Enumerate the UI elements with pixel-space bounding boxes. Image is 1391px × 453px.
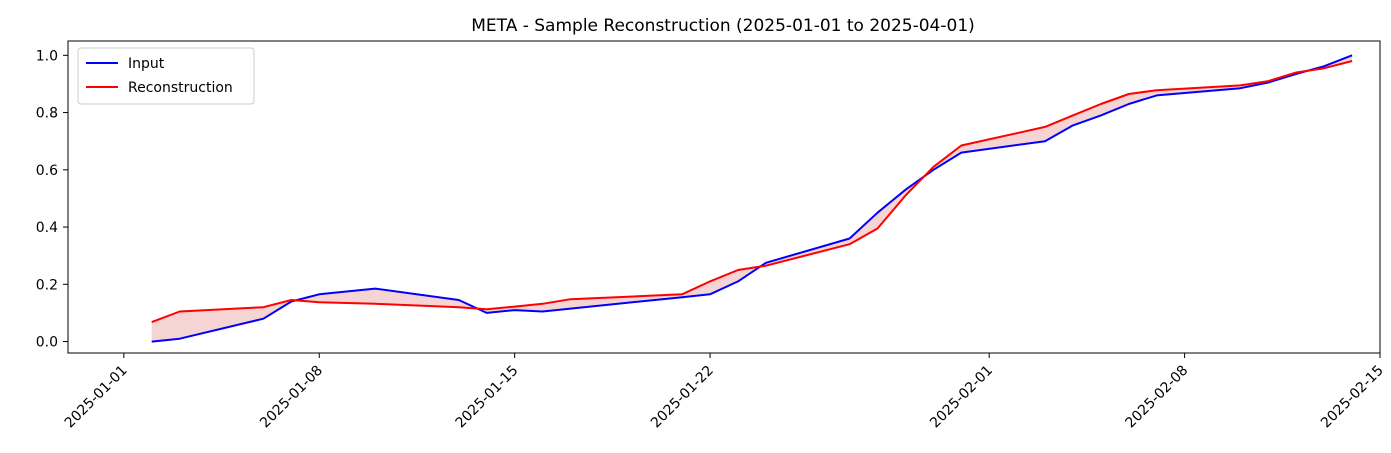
data-point-input xyxy=(709,294,711,296)
series-line-input xyxy=(151,54,1353,343)
data-point-input xyxy=(1072,125,1074,127)
data-point-input xyxy=(318,294,320,296)
x-tick-label: 2025-02-15 xyxy=(1318,363,1387,432)
data-point-reconstruction xyxy=(1240,85,1242,87)
chart-title: META - Sample Reconstruction (2025-01-01… xyxy=(471,16,975,36)
data-point-reconstruction xyxy=(709,281,711,283)
data-point-input xyxy=(961,152,963,154)
data-point-reconstruction xyxy=(1128,93,1130,95)
data-point-input xyxy=(151,341,153,343)
y-tick-label: 0.6 xyxy=(36,163,58,179)
data-point-input xyxy=(737,281,739,283)
data-point-reconstruction xyxy=(151,321,153,323)
x-tick-label: 2025-02-08 xyxy=(1123,363,1192,432)
data-point-reconstruction xyxy=(458,306,460,308)
data-point-input xyxy=(263,318,265,320)
data-point-input xyxy=(570,308,572,310)
data-point-reconstruction xyxy=(1044,126,1046,128)
y-tick-label: 0.2 xyxy=(36,277,58,293)
data-point-reconstruction xyxy=(542,303,544,305)
data-point-input xyxy=(1351,55,1353,57)
data-point-input xyxy=(486,312,488,314)
y-tick-label: 0.0 xyxy=(36,335,58,351)
data-point-reconstruction xyxy=(765,265,767,267)
data-point-reconstruction xyxy=(933,166,935,168)
data-point-reconstruction xyxy=(318,302,320,304)
legend-box xyxy=(77,47,255,105)
difference-fill xyxy=(151,55,1353,342)
data-point-reconstruction xyxy=(1100,103,1102,105)
data-point-reconstruction xyxy=(1351,60,1353,62)
data-point-reconstruction xyxy=(263,306,265,308)
data-point-reconstruction xyxy=(905,195,907,197)
data-point-reconstruction xyxy=(179,311,181,313)
y-tick-label: 0.8 xyxy=(36,106,58,122)
data-point-input xyxy=(374,288,376,290)
data-point-reconstruction xyxy=(1072,115,1074,117)
data-point-input xyxy=(765,262,767,264)
data-point-input xyxy=(877,212,879,214)
data-point-input xyxy=(1156,95,1158,97)
data-point-input xyxy=(458,299,460,301)
data-point-reconstruction xyxy=(877,228,879,230)
series-lines-layer xyxy=(151,54,1353,343)
legend: Input Reconstruction xyxy=(77,47,255,105)
data-point-reconstruction xyxy=(681,294,683,296)
data-point-input xyxy=(849,238,851,240)
data-point-input xyxy=(1323,65,1325,67)
data-point-input xyxy=(514,309,516,311)
data-point-input xyxy=(542,311,544,313)
difference-fill-layer xyxy=(151,55,1353,342)
data-point-reconstruction xyxy=(1323,67,1325,69)
y-axis: 0.0 0.2 0.4 0.6 0.8 1.0 xyxy=(36,48,68,351)
y-tick-label: 0.4 xyxy=(36,220,58,236)
data-point-input xyxy=(905,189,907,191)
y-tick-label: 1.0 xyxy=(36,48,58,64)
data-point-reconstruction xyxy=(961,145,963,147)
x-tick-label: 2025-02-01 xyxy=(927,363,996,432)
series-points-reconstruction xyxy=(151,60,1353,323)
data-point-reconstruction xyxy=(849,243,851,245)
data-point-reconstruction xyxy=(737,269,739,271)
series-line-reconstruction xyxy=(151,60,1353,324)
data-point-input xyxy=(1044,140,1046,142)
data-point-input xyxy=(1128,103,1130,105)
data-point-reconstruction xyxy=(374,303,376,305)
data-point-reconstruction xyxy=(1156,89,1158,91)
plot-frame xyxy=(67,40,1381,354)
legend-label-reconstruction: Reconstruction xyxy=(128,80,233,96)
x-tick-label: 2025-01-22 xyxy=(648,363,717,432)
data-point-reconstruction xyxy=(1268,80,1270,82)
data-point-reconstruction xyxy=(291,299,293,301)
data-point-reconstruction xyxy=(486,308,488,310)
x-tick-label: 2025-01-08 xyxy=(257,363,326,432)
data-point-reconstruction xyxy=(570,298,572,300)
data-point-input xyxy=(681,296,683,298)
x-tick-label: 2025-01-15 xyxy=(453,363,522,432)
data-point-input xyxy=(933,169,935,171)
data-point-input xyxy=(179,338,181,340)
data-point-reconstruction xyxy=(1296,72,1298,74)
legend-label-input: Input xyxy=(128,56,165,72)
data-point-input xyxy=(1100,115,1102,117)
x-axis: 2025-01-01 2025-01-08 2025-01-15 2025-01-22… xyxy=(62,353,1387,431)
data-point-input xyxy=(1240,87,1242,89)
data-point-reconstruction xyxy=(514,306,516,308)
x-tick-label: 2025-01-01 xyxy=(62,363,131,432)
